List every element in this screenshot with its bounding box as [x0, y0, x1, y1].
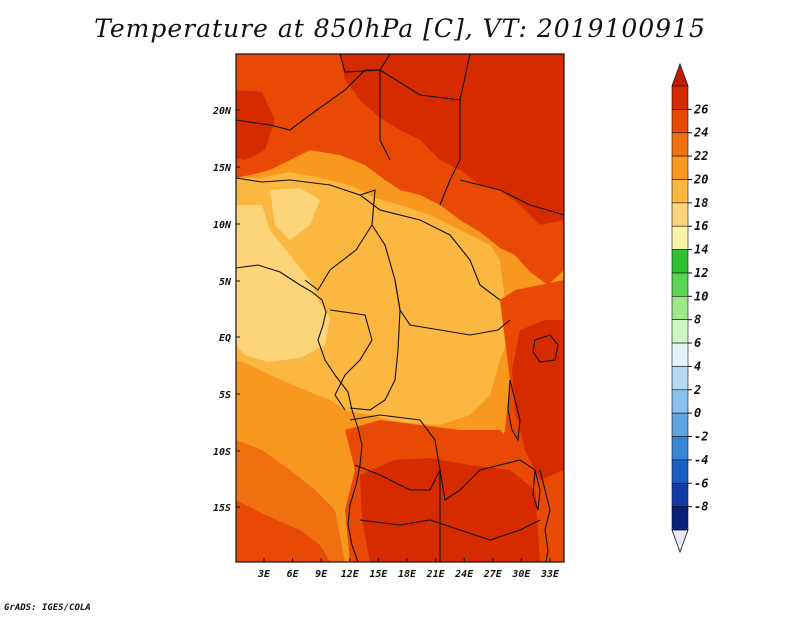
lon-label: 33E [540, 569, 560, 580]
border-8 [236, 69, 461, 131]
border-10 [459, 179, 564, 216]
border-3 [359, 194, 501, 301]
border-4 [329, 309, 373, 411]
colorbar-label: 22 [693, 149, 708, 163]
colorbar-label: -4 [694, 453, 708, 467]
colorbar-label: -8 [694, 500, 708, 514]
latitude-axis: 20N 15N 10N 5N EQ 5S 10S 15S [212, 106, 240, 514]
border-9 [379, 70, 391, 161]
field-northwest-26 [236, 90, 275, 160]
colorbar-label: 18 [694, 196, 708, 210]
lat-label: 5S [219, 390, 231, 401]
field-cameroon-16 [270, 188, 320, 240]
colorbar-swatch [671, 482, 689, 507]
field-north-26 [340, 54, 564, 225]
lon-label: 12E [341, 569, 360, 580]
colorbar-swatch [671, 319, 689, 344]
lake-victoria [532, 334, 559, 363]
colorbar-label: 0 [694, 406, 701, 420]
field-southwest-24 [236, 500, 330, 562]
coastline-west [236, 264, 363, 562]
colorbar-swatch [671, 436, 689, 461]
lon-label: 18E [398, 569, 417, 580]
lake-malawi [532, 469, 541, 511]
lat-label: 20N [212, 106, 232, 117]
credit-text: GrADS: IGES/COLA [4, 603, 91, 613]
colorbar-label: -6 [694, 476, 708, 490]
border-6 [439, 54, 471, 206]
colorbar-swatch [671, 506, 689, 531]
colorbar-swatch [671, 202, 689, 227]
colorbar-swatch [671, 389, 689, 414]
colorbar-label: 12 [694, 266, 708, 280]
colorbar-swatch [671, 179, 689, 204]
colorbar-swatch [671, 249, 689, 274]
lat-label: 5N [219, 277, 232, 288]
colorbar-swatch [671, 296, 689, 320]
colorbar-swatch [671, 109, 689, 134]
lat-label: EQ [219, 333, 231, 344]
colorbar-top-cap [671, 62, 689, 87]
lon-label: 30E [511, 569, 531, 580]
colorbar-label: 4 [694, 359, 701, 373]
colorbar-label: 20 [693, 172, 708, 186]
border-11 [349, 414, 536, 501]
lon-label: 27E [483, 569, 503, 580]
colorbar-swatch [671, 132, 689, 157]
lat-label: 10N [213, 220, 232, 231]
colorbar-swatch [671, 225, 689, 250]
colorbar-swatch [671, 342, 689, 367]
longitude-axis: 3E 6E 9E 12E 15E 18E 21E 24E 27E 30E 33E [257, 558, 560, 580]
border-13 [359, 519, 541, 541]
lake-tanganyika [507, 379, 521, 442]
colorbar-swatch [671, 272, 689, 297]
field-south-26 [360, 458, 540, 562]
border-1 [236, 177, 376, 291]
colorbar-label: 2 [693, 383, 701, 397]
colorbar-label: 10 [694, 289, 708, 303]
colorbar-label: 26 [693, 102, 708, 116]
lon-label: 6E [287, 569, 300, 580]
colorbar-swatch [671, 366, 689, 391]
border-2 [371, 224, 511, 336]
colorbar-label: 8 [694, 313, 701, 327]
lat-label: 10S [213, 447, 231, 458]
field-central-18 [236, 172, 512, 425]
colorbar-swatch [671, 155, 689, 180]
colorbar-label: 14 [694, 243, 708, 257]
lon-label: 21E [426, 569, 446, 580]
field-west-16 [236, 205, 330, 362]
colorbar-label: -2 [694, 430, 708, 444]
colorbar-label: 24 [693, 126, 708, 140]
lon-label: 15E [369, 569, 388, 580]
coastline-east [539, 469, 551, 562]
colorbar-swatch [671, 459, 689, 484]
colorbar-swatch [671, 412, 689, 437]
map-boundaries [236, 54, 564, 562]
colorbar-swatch [671, 85, 689, 110]
border-12 [354, 464, 441, 491]
border-7 [339, 54, 391, 73]
lon-label: 9E [315, 569, 328, 580]
lon-label: 24E [454, 569, 474, 580]
map-frame [235, 53, 565, 563]
lon-label: 3E [257, 569, 271, 580]
chart-title: Temperature at 850hPa [C], VT: 201910091… [94, 14, 706, 43]
border-5 [349, 279, 401, 411]
colorbar-label: 16 [694, 219, 708, 233]
lat-label: 15S [213, 503, 231, 514]
colorbar-bottom-cap [671, 529, 689, 554]
colorbar-label: 6 [694, 336, 701, 350]
lat-label: 15N [213, 163, 232, 174]
